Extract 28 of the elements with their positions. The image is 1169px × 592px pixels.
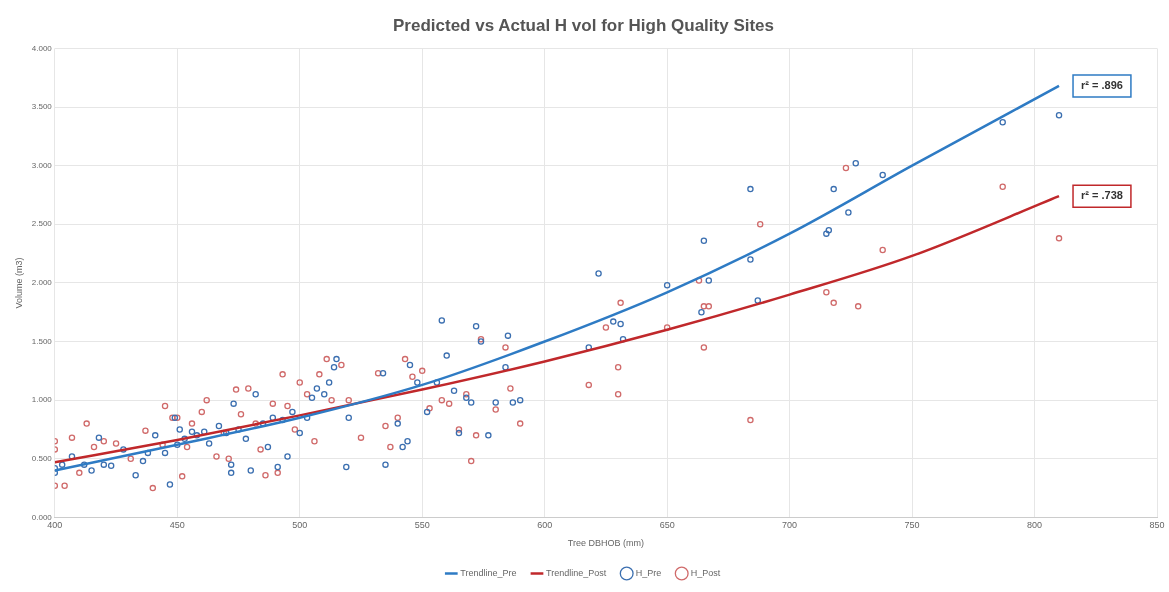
x-tick-label: 750 xyxy=(904,520,920,531)
chart-title: Predicted vs Actual H vol for High Quality Sites xyxy=(392,15,775,35)
x-axis-title: Tree DBHOB (mm) xyxy=(567,538,644,549)
annotation: r² = .896 xyxy=(1081,78,1123,91)
legend-label: Trendline_Pre xyxy=(460,567,517,578)
legend-label: H_Post xyxy=(690,567,721,578)
y-tick-label: 3.500 xyxy=(31,102,53,112)
y-tick-label: 1.500 xyxy=(31,336,53,346)
x-tick-label: 700 xyxy=(782,520,798,531)
y-tick-label: 4.000 xyxy=(31,43,53,53)
x-tick-label: 800 xyxy=(1027,520,1043,531)
x-tick-label: 650 xyxy=(659,520,675,531)
x-tick-label: 450 xyxy=(169,520,185,531)
x-tick-label: 600 xyxy=(537,520,553,531)
y-tick-label: 3.000 xyxy=(31,160,53,170)
x-tick-label: 500 xyxy=(292,520,308,531)
x-tick-label: 850 xyxy=(1149,520,1165,531)
legend-label: Trendline_Post xyxy=(545,567,607,578)
y-tick-label: 1.000 xyxy=(31,395,53,405)
y-tick-label: 0.500 xyxy=(31,453,53,463)
y-tick-label: 2.000 xyxy=(31,278,53,288)
y-tick-label: 2.500 xyxy=(31,219,53,229)
y-tick-label: 0.000 xyxy=(31,512,53,522)
legend-label: H_Pre xyxy=(635,567,662,578)
x-tick-label: 400 xyxy=(47,520,63,531)
y-axis-title: Volume (m3) xyxy=(13,257,24,309)
annotation: r² = .738 xyxy=(1081,189,1123,202)
x-tick-label: 550 xyxy=(414,520,430,531)
